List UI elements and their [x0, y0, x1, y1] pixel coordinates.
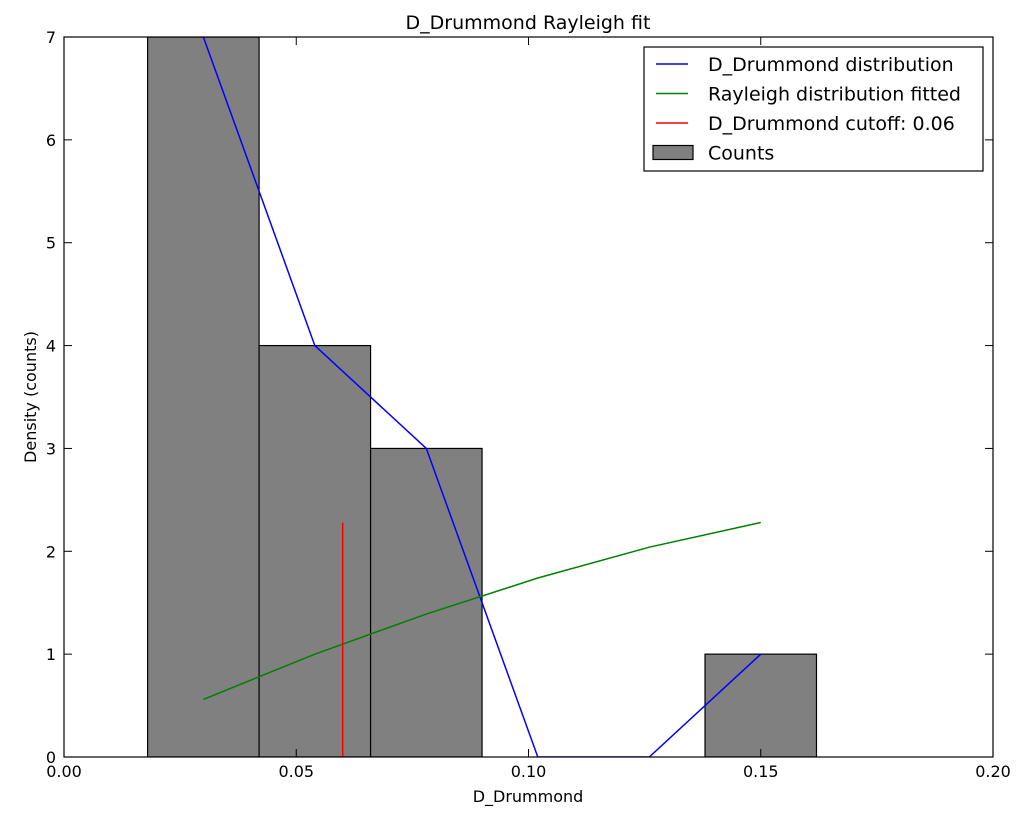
legend-patch-swatch: [652, 144, 694, 161]
y-tick-label: 7: [46, 28, 56, 47]
distribution-line: [202, 37, 762, 757]
y-tick-label: 4: [46, 337, 56, 356]
histogram-bar: [369, 447, 483, 757]
legend-label: D_Drummond distribution: [708, 54, 954, 76]
chart-title: D_Drummond Rayleigh fit: [406, 12, 651, 34]
rayleigh-fit-line: [203, 521, 761, 701]
plot-area: 0.00 0.05 0.10 0.15 0.20 0 1 2 3 4 5 6 7: [46, 28, 1011, 781]
x-tick-label: 0.05: [278, 762, 314, 781]
legend-frame: [643, 46, 984, 172]
legend-label: Counts: [708, 143, 774, 165]
histogram-bar: [147, 37, 260, 757]
y-axis-title: Density (counts): [21, 331, 40, 463]
x-axis-title: D_Drummond: [473, 787, 584, 807]
y-tick-label: 3: [46, 439, 56, 458]
legend-label: Rayleigh distribution fitted: [708, 84, 961, 106]
y-tick-label: 2: [46, 542, 56, 561]
legend-label: D_Drummond cutoff: 0.06: [708, 113, 955, 135]
x-tick-label: 0.20: [975, 762, 1011, 781]
histogram-bar: [258, 344, 372, 757]
plot-content: [147, 37, 818, 757]
y-tick-label: 0: [46, 748, 56, 767]
histogram-bar: [704, 653, 818, 757]
y-tick-label: 5: [46, 234, 56, 253]
y-tick-label: 6: [46, 131, 56, 150]
x-tick-label: 0.00: [46, 762, 82, 781]
x-tick-label: 0.10: [511, 762, 547, 781]
legend: D_Drummond distribution Rayleigh distribu…: [643, 46, 984, 172]
x-tick-label: 0.15: [743, 762, 779, 781]
y-tick-label: 1: [46, 645, 56, 664]
